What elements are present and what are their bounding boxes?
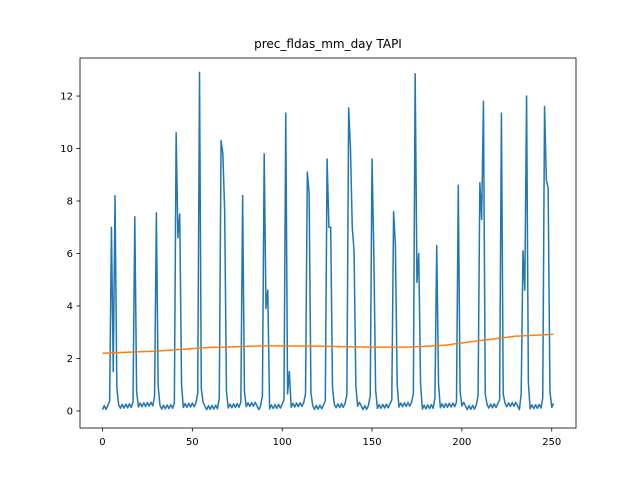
chart-title: prec_fldas_mm_day TAPI <box>254 37 402 51</box>
y-tick-label: 4 <box>67 301 73 312</box>
x-tick-label: 50 <box>186 437 199 448</box>
y-tick-label: 8 <box>67 197 73 208</box>
x-tick-label: 150 <box>362 437 381 448</box>
axes-layer: 0 50 100 150 200 250 0 2 4 6 8 10 12 <box>60 92 561 448</box>
series-layer <box>101 71 555 411</box>
x-tick-label: 200 <box>452 437 471 448</box>
series-line-2 <box>102 333 554 354</box>
plot-frame <box>79 57 577 429</box>
y-tick-label: 10 <box>60 144 73 155</box>
x-tick-label: 250 <box>542 437 561 448</box>
y-tick-label: 6 <box>67 249 73 260</box>
y-tick-label: 0 <box>67 406 73 417</box>
y-tick-label: 12 <box>60 92 73 103</box>
series-line-1 <box>101 71 555 411</box>
x-tick-label: 100 <box>273 437 292 448</box>
y-tick-label: 2 <box>67 354 73 365</box>
x-tick-label: 0 <box>99 437 105 448</box>
